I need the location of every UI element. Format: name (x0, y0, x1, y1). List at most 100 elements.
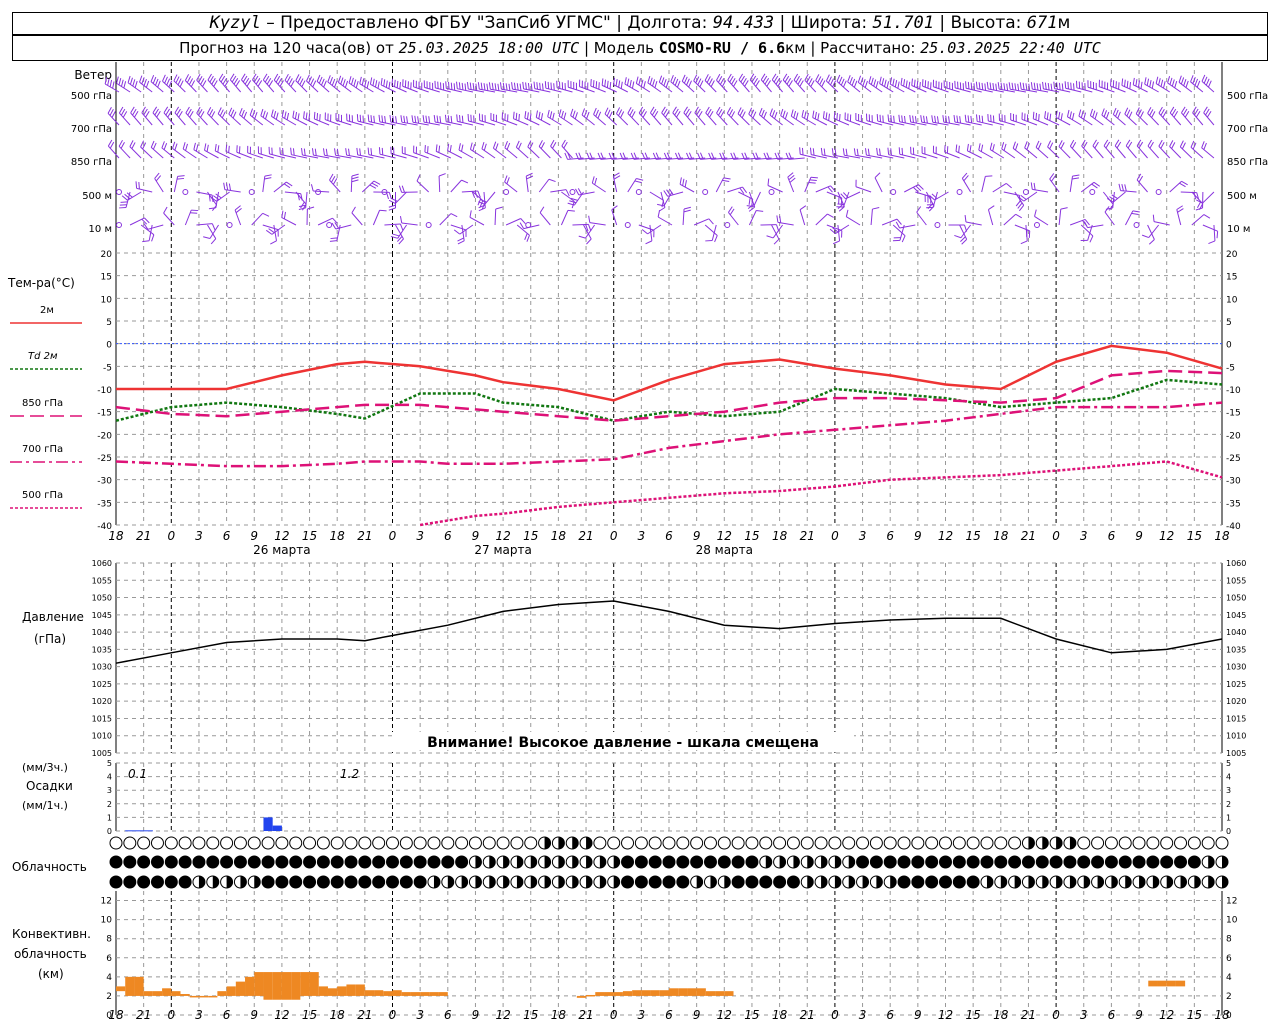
pres-tick-left: 1045 (92, 611, 112, 620)
wind-barb-feather (1070, 82, 1072, 90)
wind-barb (987, 205, 995, 226)
wind-barb-feather (912, 115, 914, 123)
wind-barb-feather (787, 172, 794, 178)
wind-barb-feather (294, 111, 298, 120)
wind-barb (141, 106, 153, 126)
cloud-circle (1201, 836, 1215, 850)
wind-barb-feather (239, 107, 243, 115)
wind-barb (310, 184, 330, 193)
wind-barb-feather (445, 81, 447, 89)
wind-barb-feather (1061, 83, 1064, 91)
cloud-symbol (759, 875, 773, 889)
wind-barb (920, 115, 938, 126)
wind-barb-feather (161, 141, 165, 149)
date-label: 27 марта (474, 543, 531, 557)
wind-barb-feather (577, 188, 583, 195)
wind-barb-feather (764, 77, 770, 85)
wind-barb (833, 111, 850, 126)
wind-barb-feather (428, 116, 431, 124)
wind-barb-feather (235, 80, 241, 87)
cloud-symbol (344, 836, 358, 850)
wind-barb-feather (790, 109, 794, 117)
wind-barb-feather (1149, 80, 1152, 88)
wind-barb (572, 223, 592, 232)
pres-tick-left: 1025 (92, 680, 112, 689)
wind-barb (1030, 182, 1049, 193)
conv-bar (125, 976, 135, 996)
cloud-symbol (662, 855, 676, 869)
wind-barb-feather (174, 106, 180, 114)
cloud-symbol (455, 875, 469, 889)
wind-barb-feather (575, 188, 580, 196)
wind-barb (1112, 107, 1126, 126)
cloud-circle (911, 836, 925, 850)
wind-barb-feather (1103, 110, 1108, 118)
cloud-symbol (330, 855, 344, 869)
wind-barb-feather (515, 112, 518, 120)
wind-barb-shaft (987, 209, 994, 226)
wind-barb (218, 73, 230, 93)
wind-barb (107, 139, 120, 159)
hour-tick: 18 (772, 529, 788, 543)
wind-barb (1202, 224, 1219, 239)
wind-barb-feather (738, 73, 744, 81)
cloud-symbol (1146, 836, 1160, 850)
wind-barb-feather (705, 106, 710, 114)
cloud-symbol (648, 875, 662, 889)
wind-barb-feather (1049, 142, 1054, 150)
wind-barb-feather (329, 77, 334, 84)
cloud-circle (1187, 836, 1201, 850)
cloud-fill (475, 856, 482, 868)
wind-barb (955, 144, 971, 159)
wind-barb-feather (497, 83, 500, 91)
conv-bar (208, 995, 218, 998)
wind-barb-feather (395, 116, 397, 124)
wind-barb-feather (553, 83, 555, 91)
cloud-circle (1104, 855, 1118, 869)
cloud-circle (192, 855, 206, 869)
wind-barb-feather (1117, 111, 1121, 119)
wind-barb-feather (1190, 140, 1195, 148)
wind-barb-feather (716, 73, 721, 81)
cloud-circle (593, 836, 607, 850)
wind-barb-feather (340, 77, 344, 85)
wind-barb (855, 179, 872, 193)
wind-barb-shaft (1202, 191, 1215, 204)
cloud-circle (856, 855, 870, 869)
wind-barb-feather (123, 81, 127, 89)
cloud-circle (455, 855, 469, 869)
cloud-symbol (593, 836, 607, 850)
wind-barb-feather (1169, 140, 1174, 147)
wind-barb (116, 222, 122, 228)
wind-barb-feather (870, 77, 874, 85)
cloud-circle (220, 855, 234, 869)
wind-barb-feather (853, 80, 858, 88)
cloud-symbol (1132, 836, 1146, 850)
wind-barb (290, 147, 308, 159)
hour-tick-bottom: 12 (1159, 1008, 1174, 1022)
wind-barb (737, 107, 750, 126)
wind-barb-feather (1091, 183, 1098, 189)
wind-barb-feather (305, 112, 308, 120)
wind-barb (505, 218, 526, 226)
cloud-symbol (289, 875, 303, 889)
wind-barb-feather (176, 108, 181, 116)
hour-tick-bottom: 0 (610, 1008, 618, 1022)
conv-title-1: Конвективн. (12, 927, 91, 941)
wind-barb-feather (226, 183, 229, 191)
wind-barb-feather (417, 116, 420, 124)
temp-tick-right: -15 (1226, 409, 1241, 419)
cloud-symbol (192, 875, 206, 889)
cloud-symbol (745, 855, 759, 869)
wind-barb-feather (1111, 194, 1118, 199)
cloud-circle (164, 875, 178, 889)
wind-barb-feather (1017, 202, 1023, 209)
wind-barb-feather (567, 202, 575, 206)
wind-barb-feather (453, 83, 456, 91)
wind-barb-feather (641, 152, 646, 160)
precip-tick-right: 2 (1226, 800, 1231, 809)
temp-tick-left: -25 (97, 454, 112, 464)
wind-barb (346, 113, 363, 126)
wind-barb-feather (1121, 78, 1124, 86)
cloud-symbol (137, 855, 151, 869)
